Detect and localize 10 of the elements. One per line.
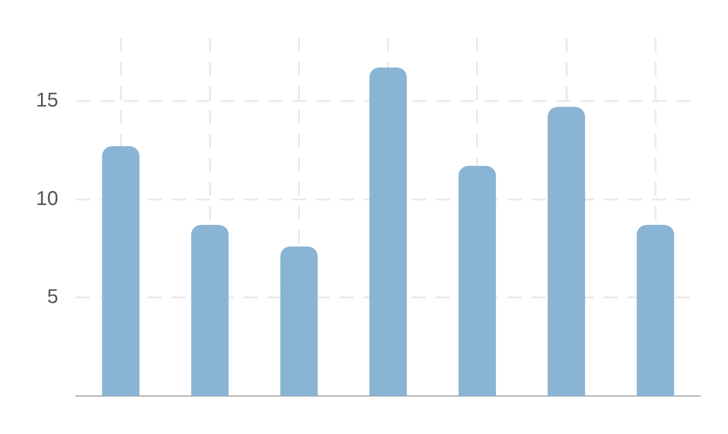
bar	[102, 146, 140, 396]
y-tick-label: 15	[36, 89, 58, 112]
bar	[191, 224, 229, 396]
bar	[280, 246, 318, 396]
bar	[548, 106, 586, 396]
bar	[458, 166, 496, 396]
bar	[636, 224, 674, 396]
bar	[369, 68, 407, 396]
y-tick-label: 10	[36, 188, 58, 210]
y-tick-label: 5	[47, 286, 58, 308]
